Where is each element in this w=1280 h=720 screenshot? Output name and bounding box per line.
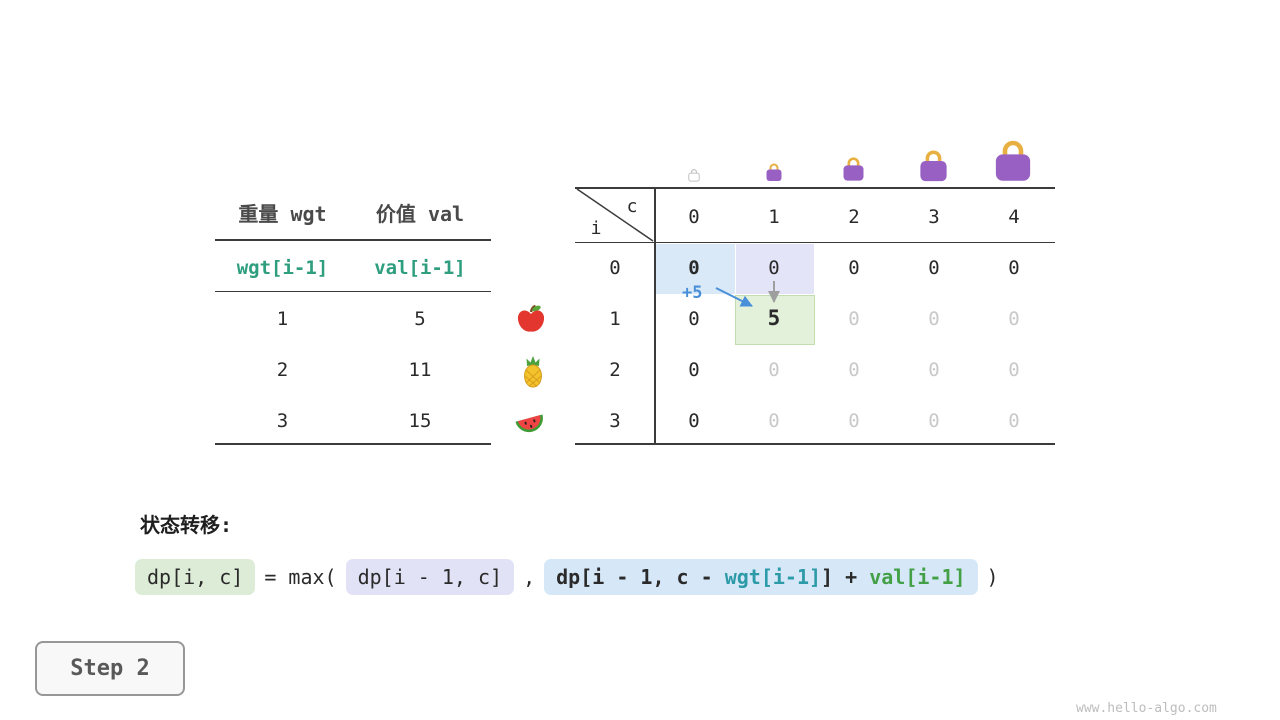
watermelon-icon (513, 405, 547, 439)
transition-annotation: +5 (682, 283, 703, 303)
item-row-value: 5 (414, 308, 426, 330)
dp-col-header: 2 (848, 206, 860, 228)
dp-cell: 0 (1008, 308, 1020, 330)
item-table-header-value: 价值 val (375, 202, 465, 226)
dp-cell: 0 (688, 359, 700, 381)
dp-col-header: 4 (1008, 206, 1020, 228)
take-prefix: dp[i - 1, c - (556, 565, 725, 589)
dp-cell: 0 (928, 410, 940, 432)
formula-comma: , (523, 565, 536, 589)
transition-label: 状态转移: (140, 513, 233, 537)
item-table-val-formula: val[i-1] (374, 257, 466, 279)
step-button[interactable]: Step 2 (35, 641, 185, 696)
item-table-divider-mid (215, 291, 491, 292)
dp-row-header: 2 (609, 359, 621, 381)
item-row-value: 15 (408, 410, 432, 432)
watermark: www.hello-algo.com (1076, 701, 1217, 716)
dp-col-header: 3 (928, 206, 940, 228)
dp-cell: 0 (1008, 410, 1020, 432)
bag-outline-icon (687, 167, 701, 182)
item-row-weight: 3 (276, 410, 289, 432)
item-table-divider-bottom (215, 443, 491, 445)
dp-cell: 0 (928, 359, 940, 381)
dp-cell: 0 (1008, 257, 1020, 279)
dp-cell: 0 (688, 410, 700, 432)
dp-cell-highlight-keep-source (656, 244, 735, 294)
dp-col-header: 0 (688, 206, 700, 228)
dp-cell: 0 (848, 359, 860, 381)
apple-icon (515, 302, 547, 334)
formula-lhs-chip: dp[i, c] (135, 559, 256, 595)
dp-cell: 0 (848, 257, 860, 279)
dp-cell: 0 (1008, 359, 1020, 381)
dp-col-header: 1 (768, 206, 780, 228)
dp-cell: 0 (848, 308, 860, 330)
dp-cell: 0 (768, 257, 780, 279)
dp-cell: 0 (688, 257, 700, 279)
item-row-weight: 2 (276, 359, 289, 381)
dp-cell: 0 (928, 257, 940, 279)
formula-option-take-chip: dp[i - 1, c - wgt[i-1]] + val[i-1] (544, 559, 978, 595)
pineapple-icon (517, 356, 549, 388)
dp-cell-current: 5 (767, 306, 781, 330)
bag-md-icon (916, 146, 951, 183)
dp-row-header: 3 (609, 410, 621, 432)
dp-cell: 0 (688, 308, 700, 330)
dp-table-bottom-border (575, 443, 1055, 445)
dp-table-left-border (654, 187, 656, 445)
formula-equals-max: = max( (264, 565, 337, 589)
dp-cell: 0 (768, 359, 780, 381)
dp-cell: 0 (848, 410, 860, 432)
take-wgt-term: wgt[i-1] (724, 565, 822, 589)
take-mid: ] + (821, 565, 870, 589)
formula-close-paren: ) (986, 565, 999, 589)
dp-row-header: 1 (609, 308, 621, 330)
item-row-value: 11 (408, 359, 432, 381)
bag-xs-icon (764, 161, 784, 182)
dp-cell-highlight-above (736, 244, 814, 294)
dp-table-header-border (575, 242, 1055, 243)
formula-option-keep-chip: dp[i - 1, c] (345, 559, 515, 595)
item-table-header-weight: 重量 wgt (238, 202, 327, 226)
dp-cell: 0 (768, 410, 780, 432)
dp-cell: 0 (928, 308, 940, 330)
dp-corner-row-label: i (590, 218, 602, 239)
item-table-divider-top (215, 239, 491, 241)
item-table-wgt-formula: wgt[i-1] (236, 257, 329, 279)
dp-table-top-border (575, 187, 1055, 189)
transition-formula: dp[i, c] = max( dp[i - 1, c] , dp[i - 1,… (135, 559, 1008, 595)
item-row-weight: 1 (276, 308, 289, 330)
dp-row-header: 0 (609, 257, 621, 279)
bag-sm-icon (840, 154, 867, 182)
take-val-term: val[i-1] (869, 565, 966, 589)
bag-lg-icon (990, 135, 1036, 183)
dp-corner-col-label: c (626, 196, 638, 217)
